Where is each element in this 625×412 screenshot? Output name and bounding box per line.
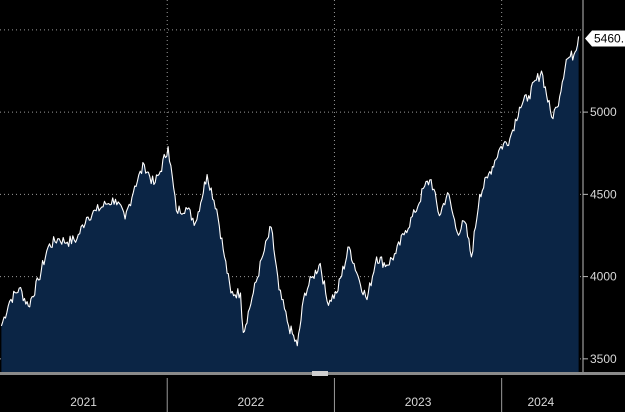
y-tick-label: 4500 [590, 187, 617, 201]
last-value-label: 5460. [594, 31, 624, 45]
area-layer [0, 36, 580, 373]
y-tick-label: 3500 [590, 352, 617, 366]
y-tick-label: 4000 [590, 270, 617, 284]
timeline-scrollbar-thumb[interactable] [312, 371, 328, 376]
last-value-marker: 5460. [585, 30, 625, 47]
y-tick-label: 5000 [590, 105, 617, 119]
x-tick-label: 2023 [405, 395, 432, 409]
y-axis: 3500 4000 4500 5000 [582, 0, 617, 374]
last-value-badge [585, 30, 625, 47]
series-line [0, 36, 580, 347]
series-area [1, 36, 579, 373]
x-tick-label: 2024 [527, 395, 554, 409]
x-axis: 2021 2022 2023 2024 [0, 371, 625, 412]
x-axis-strip [0, 378, 625, 412]
x-tick-label: 2021 [70, 395, 97, 409]
x-tick-label: 2022 [237, 395, 264, 409]
